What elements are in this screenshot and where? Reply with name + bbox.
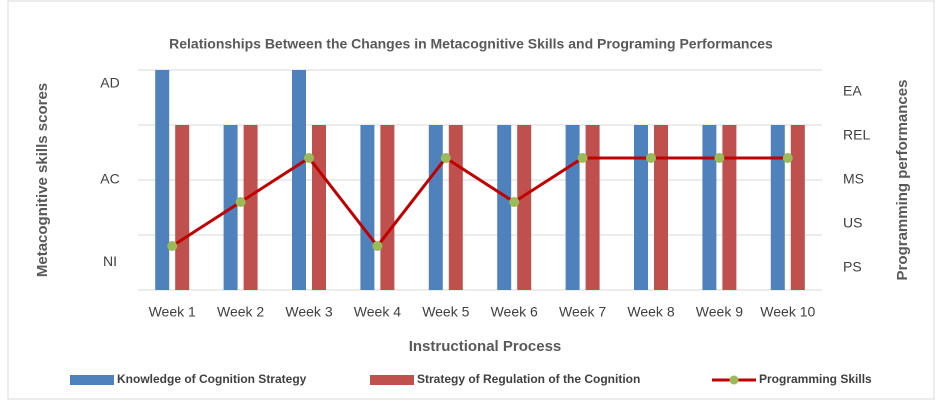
bar [360, 125, 375, 290]
bar [770, 125, 785, 290]
marker [577, 153, 588, 163]
chart-title: Relationships Between the Changes in Met… [169, 36, 773, 52]
legend-label: Programming Skills [759, 372, 872, 386]
y-axis-title: Metacognitive skills scores [34, 83, 51, 277]
marker [235, 197, 246, 207]
bar [497, 125, 512, 290]
bar [155, 70, 170, 290]
legend-swatch [70, 375, 114, 385]
x-tick-label: Week 3 [285, 304, 332, 320]
x-tick-label: Week 5 [422, 304, 469, 320]
x-tick-label: Week 6 [491, 304, 538, 320]
y2-axis-title: Programming performances [894, 80, 911, 281]
x-tick-label: Week 9 [696, 304, 743, 320]
legend-marker [729, 375, 739, 385]
line [171, 155, 788, 249]
x-tick-label: Week 1 [149, 304, 196, 320]
marker [440, 153, 451, 163]
x-tick-label: Week 4 [354, 304, 401, 320]
bar [654, 125, 668, 290]
y2-tick-label: REL [843, 127, 870, 143]
legend-label: Knowledge of Cognition Strategy [117, 372, 307, 386]
bar [428, 125, 443, 290]
x-axis-title: Instructional Process [409, 338, 562, 355]
x-tick-label: Week 8 [627, 304, 674, 320]
y-tick-label: AD [100, 74, 119, 90]
marker [167, 241, 178, 251]
bar [702, 125, 717, 290]
bar [722, 125, 737, 290]
y2-tick-label: MS [843, 171, 864, 187]
y2-tick-label: US [843, 215, 862, 231]
bar [585, 125, 600, 290]
marker [782, 153, 793, 163]
bar [565, 125, 580, 290]
marker [646, 153, 656, 163]
legend-label: Strategy of Regulation of the Cognition [417, 372, 640, 386]
legend-swatch [370, 375, 414, 385]
bar [175, 125, 190, 290]
bar [634, 125, 648, 290]
bar [292, 70, 306, 290]
marker [372, 241, 383, 251]
bar [312, 125, 326, 290]
bar [790, 125, 805, 290]
marker [509, 197, 520, 207]
bar [380, 125, 395, 290]
marker [714, 153, 725, 163]
y-tick-label: AC [100, 171, 119, 187]
bar [448, 125, 463, 290]
x-tick-label: Week 7 [559, 304, 606, 320]
bar [243, 125, 258, 290]
y2-tick-label: EA [843, 83, 862, 99]
x-tick-label: Week 2 [217, 304, 264, 320]
y2-tick-label: PS [843, 259, 862, 275]
y-tick-label: NI [103, 253, 117, 269]
marker [304, 153, 314, 163]
bar [517, 125, 532, 290]
x-tick-label: Week 10 [760, 304, 815, 320]
